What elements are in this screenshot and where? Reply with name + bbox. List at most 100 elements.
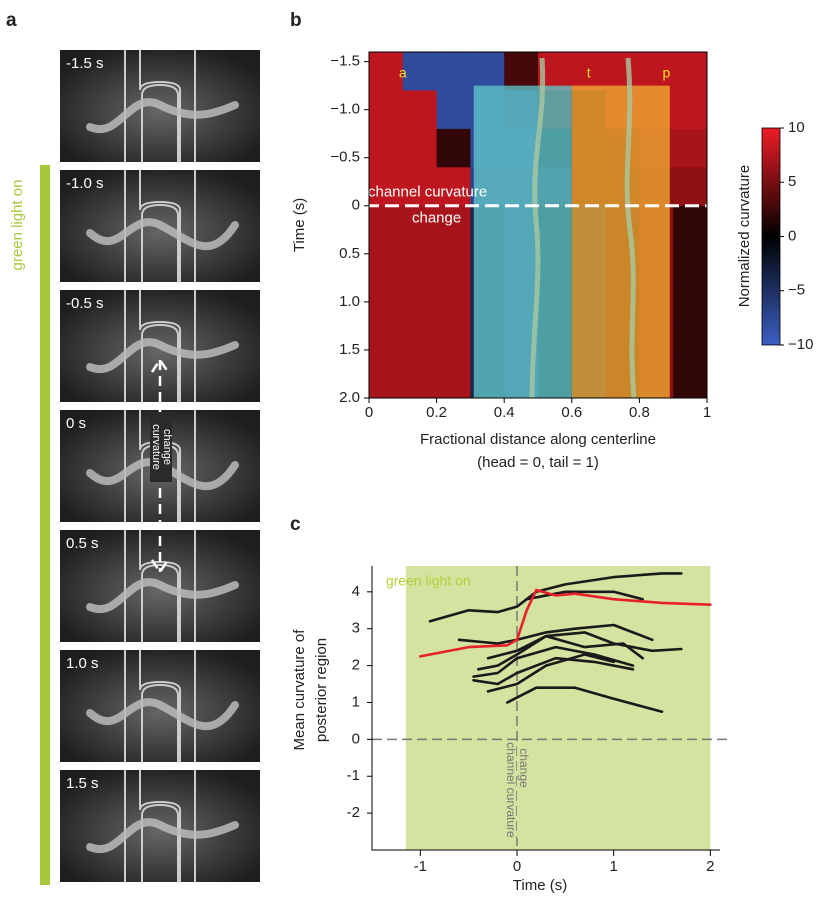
heat-cell: [402, 321, 438, 361]
region-label: a: [399, 65, 407, 81]
heat-cell: [402, 244, 438, 284]
heat-cell: [639, 52, 674, 91]
heat-cell: [673, 128, 708, 168]
event-label: channel curvature: [504, 742, 518, 838]
heat-cell: [402, 167, 438, 207]
y-tick-label: 0: [352, 730, 360, 747]
heat-cell: [673, 167, 708, 207]
x-axis-title: Time (s): [513, 877, 567, 894]
green-light-bar: [40, 165, 50, 885]
heat-cell: [369, 52, 404, 91]
event-label: channel curvature: [368, 184, 487, 201]
colorbar-title: Normalized curvature: [736, 165, 753, 308]
worm: [86, 818, 239, 854]
colorbar-tick-label: 5: [788, 173, 796, 190]
heat-cell: [436, 52, 471, 91]
x-tick-label: 0.8: [629, 404, 650, 421]
axes: [371, 566, 720, 851]
trace: [529, 57, 546, 399]
y-axis-title: Time (s): [291, 198, 308, 252]
heat-cell: [369, 359, 404, 399]
heat-cell: [369, 167, 404, 207]
x-tick-label: 1: [609, 858, 617, 875]
heat-cell: [436, 244, 471, 284]
y-tick-label: −1.5: [330, 53, 360, 70]
frame-label: -0.5 s: [66, 295, 104, 312]
y-tick-label: −0.5: [330, 149, 360, 166]
heat-cell: [402, 90, 438, 130]
panel-label: a: [6, 10, 17, 31]
heat-cell: [369, 244, 404, 284]
region-label: t: [587, 65, 591, 81]
channel: [124, 50, 196, 162]
heat-cell: [673, 321, 708, 361]
worm: [86, 578, 239, 614]
y-tick-label: 2: [352, 657, 360, 674]
heat-cell: [673, 205, 708, 245]
heat-cell: [402, 205, 438, 245]
heat-cell: [369, 128, 404, 168]
frame-label: -1.5 s: [66, 55, 104, 72]
channel: [124, 530, 196, 642]
heat-cell: [673, 244, 708, 284]
heat-cell: [436, 90, 471, 130]
frame-label: 0.5 s: [66, 535, 99, 552]
panel-label: b: [290, 10, 302, 31]
series-line: [486, 653, 615, 693]
region-label: p: [663, 65, 671, 81]
event-label-bg: [504, 742, 516, 838]
heat-cell: [402, 359, 438, 399]
series-line: [472, 645, 635, 678]
x-tick-label: 1: [703, 404, 711, 421]
shade-label: green light on: [386, 573, 471, 589]
frame-label: 1.5 s: [66, 775, 99, 792]
y-tick-label: 1.0: [339, 293, 360, 310]
region-overlay: [571, 85, 670, 398]
heat-cell: [369, 90, 404, 130]
colorbar-tick-label: −10: [788, 336, 813, 353]
colorbar-tick-label: 10: [788, 119, 805, 136]
series-line: [486, 631, 683, 660]
y-tick-label: −1.0: [330, 101, 360, 118]
y-tick-label: 0: [352, 197, 360, 214]
heat-cell: [470, 52, 505, 91]
event-label: change: [412, 210, 461, 227]
colorbar-tick-label: 0: [788, 227, 796, 244]
channel: [124, 290, 196, 402]
heat-cell: [436, 321, 471, 361]
x-tick-label: 0.6: [561, 404, 582, 421]
channel: [124, 170, 196, 282]
y-tick-label: 2.0: [339, 389, 360, 406]
panel-label: c: [290, 514, 301, 535]
event-label-bg: [517, 742, 529, 838]
region-overlay: [473, 85, 572, 398]
heat-cell: [436, 205, 471, 245]
heat-cell: [369, 321, 404, 361]
y-tick-label: -2: [347, 804, 360, 821]
heat-cell: [673, 359, 708, 399]
series-line: [506, 686, 664, 713]
event-label: change: [517, 748, 531, 788]
frame-label: -1.0 s: [66, 175, 104, 192]
frame-label: 1.0 s: [66, 655, 99, 672]
x-tick-label: 0: [513, 858, 521, 875]
heat-cell: [504, 52, 539, 91]
heat-cell: [571, 52, 607, 91]
colorbar: [761, 127, 781, 346]
y-tick-label: 4: [352, 583, 360, 600]
worm: [86, 98, 239, 134]
heat-cell: [605, 52, 640, 91]
x-tick-label: 2: [706, 858, 714, 875]
heat-cell: [436, 282, 471, 322]
heat-cell: [369, 282, 404, 322]
x-tick-label: -1: [414, 858, 427, 875]
annotation-bg: [150, 412, 172, 482]
x-axis-title: (head = 0, tail = 1): [477, 454, 599, 471]
heat-cell: [436, 128, 471, 168]
series-line: [419, 588, 712, 658]
x-tick-label: 0.2: [426, 404, 447, 421]
series-line: [525, 590, 644, 601]
x-tick-label: 0: [365, 404, 373, 421]
channel: [124, 770, 196, 882]
